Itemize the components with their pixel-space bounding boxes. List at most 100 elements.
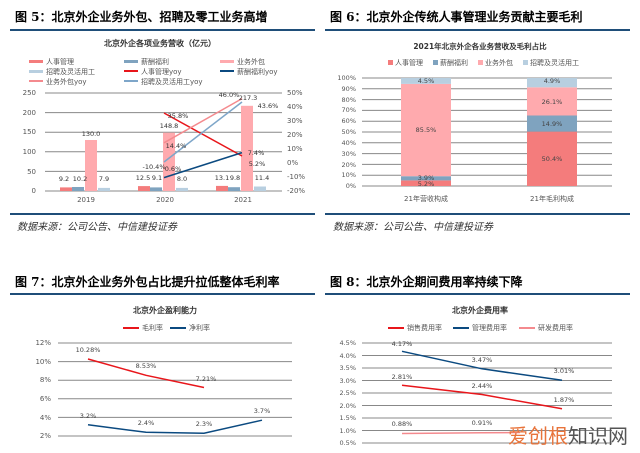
fig8-chart: 北京外企费用率 销售费用率 管理费用率 研发费用率 4.5% 4.0% 3.5%… bbox=[339, 305, 612, 447]
svg-text:4.5%: 4.5% bbox=[418, 77, 435, 85]
svg-text:21年营收构成: 21年营收构成 bbox=[404, 194, 448, 203]
svg-text:12.5: 12.5 bbox=[136, 174, 150, 182]
svg-text:40%: 40% bbox=[342, 139, 356, 147]
svg-text:10%: 10% bbox=[35, 358, 51, 366]
svg-text:0.5%: 0.5% bbox=[339, 439, 356, 447]
svg-text:148.8: 148.8 bbox=[160, 122, 179, 130]
svg-text:70%: 70% bbox=[342, 106, 356, 114]
svg-text:人事管理: 人事管理 bbox=[46, 57, 74, 66]
svg-text:20%: 20% bbox=[287, 131, 303, 139]
svg-text:50.4%: 50.4% bbox=[542, 155, 563, 163]
svg-text:0.91%: 0.91% bbox=[472, 419, 493, 427]
svg-text:9.1: 9.1 bbox=[152, 174, 162, 182]
fig7-chart: 北京外企盈利能力 毛利率 净利率 12% 10% 8% 6% 4% 2% 10.… bbox=[35, 305, 292, 440]
svg-text:60%: 60% bbox=[342, 117, 356, 125]
svg-text:7.4%: 7.4% bbox=[248, 149, 265, 157]
svg-text:3.0%: 3.0% bbox=[339, 377, 356, 385]
svg-text:净利率: 净利率 bbox=[189, 323, 210, 332]
svg-text:2.0%: 2.0% bbox=[339, 402, 356, 410]
svg-text:薪酬福利: 薪酬福利 bbox=[141, 57, 169, 66]
svg-text:200: 200 bbox=[23, 109, 36, 117]
fig7-rule bbox=[10, 293, 315, 295]
svg-text:3.01%: 3.01% bbox=[554, 367, 575, 375]
fig6-chart: 2021年北京外企各业务营收及毛利占比 人事管理 薪酬福利 业务外包 招聘及灵活… bbox=[337, 41, 612, 203]
svg-text:-10.4%: -10.4% bbox=[143, 163, 166, 171]
fig6-x-axis: 21年营收构成 21年毛利构成 bbox=[404, 194, 574, 203]
svg-text:0: 0 bbox=[32, 187, 36, 195]
svg-text:10.2: 10.2 bbox=[73, 175, 87, 183]
svg-text:3.2%: 3.2% bbox=[80, 412, 97, 420]
svg-text:招聘及灵活用工: 招聘及灵活用工 bbox=[46, 67, 95, 76]
svg-text:12%: 12% bbox=[35, 339, 51, 347]
svg-text:业务外包yoy: 业务外包yoy bbox=[46, 77, 87, 86]
svg-text:人事管理yoy: 人事管理yoy bbox=[141, 67, 182, 76]
svg-text:80%: 80% bbox=[342, 96, 356, 104]
fig6-bar-revenue bbox=[401, 78, 451, 186]
svg-text:130.0: 130.0 bbox=[82, 130, 101, 138]
svg-text:1.0%: 1.0% bbox=[339, 427, 356, 435]
fig8-chart-title: 北京外企费用率 bbox=[452, 305, 508, 315]
fig5-legend: 人事管理 薪酬福利 业务外包 招聘及灵活用工 人事管理yoy 薪酬福利yoy 业… bbox=[29, 57, 278, 86]
svg-text:30%: 30% bbox=[287, 117, 303, 125]
fig6-title: 图 6：北京外企传统人事管理业务贡献主要毛利 bbox=[330, 10, 583, 24]
svg-text:0%: 0% bbox=[287, 159, 298, 167]
fig6-source: 数据来源：公司公告、中信建投证券 bbox=[333, 222, 493, 233]
svg-text:30%: 30% bbox=[342, 150, 356, 158]
svg-text:业务外包: 业务外包 bbox=[237, 57, 265, 66]
fig7-chart-title: 北京外企盈利能力 bbox=[133, 305, 197, 315]
svg-text:50%: 50% bbox=[342, 128, 356, 136]
svg-text:14.4%: 14.4% bbox=[166, 142, 187, 150]
fig6-bar-gross-profit bbox=[527, 78, 577, 186]
svg-text:4.5%: 4.5% bbox=[339, 339, 356, 347]
svg-text:7.9: 7.9 bbox=[99, 175, 109, 183]
fig7-title: 图 7：北京外企业务外包占比提升拉低整体毛利率 bbox=[15, 275, 280, 289]
fig8-rule bbox=[325, 293, 630, 295]
fig5-left-axis: 250 200 150 100 50 0 bbox=[23, 89, 36, 195]
svg-text:1.5%: 1.5% bbox=[339, 414, 356, 422]
svg-text:2.5%: 2.5% bbox=[339, 389, 356, 397]
svg-text:20%: 20% bbox=[342, 161, 356, 169]
svg-text:10%: 10% bbox=[342, 171, 356, 179]
svg-text:招聘及灵活用工: 招聘及灵活用工 bbox=[530, 58, 579, 67]
svg-text:毛利率: 毛利率 bbox=[142, 323, 163, 332]
fig6-chart-title: 2021年北京外企各业务营收及毛利占比 bbox=[413, 41, 547, 51]
svg-text:5.2%: 5.2% bbox=[418, 180, 435, 188]
fig5-source: 数据来源：公司公告、中信建投证券 bbox=[17, 222, 177, 233]
svg-text:46.0%: 46.0% bbox=[219, 91, 240, 99]
svg-text:2.3%: 2.3% bbox=[196, 420, 213, 428]
svg-text:2.44%: 2.44% bbox=[472, 382, 493, 390]
svg-text:11.4: 11.4 bbox=[255, 174, 269, 182]
svg-text:85.5%: 85.5% bbox=[416, 126, 437, 134]
svg-text:21年毛利构成: 21年毛利构成 bbox=[530, 194, 574, 203]
svg-text:100%: 100% bbox=[337, 74, 356, 82]
svg-text:8.0: 8.0 bbox=[177, 175, 187, 183]
svg-text:4.0%: 4.0% bbox=[339, 352, 356, 360]
svg-text:250: 250 bbox=[23, 89, 36, 97]
svg-text:人事管理: 人事管理 bbox=[395, 58, 423, 67]
svg-text:2%: 2% bbox=[40, 432, 51, 440]
fig5-title: 图 5：北京外企业务外包、招聘及零工业务高增 bbox=[15, 10, 268, 24]
svg-text:研发费用率: 研发费用率 bbox=[538, 323, 573, 332]
svg-text:0%: 0% bbox=[346, 182, 356, 190]
svg-text:8%: 8% bbox=[40, 376, 51, 384]
fig7-legend: 毛利率 净利率 bbox=[123, 323, 210, 332]
fig7-y-axis: 12% 10% 8% 6% 4% 2% bbox=[35, 339, 51, 440]
svg-text:40%: 40% bbox=[287, 103, 303, 111]
svg-text:90%: 90% bbox=[342, 85, 356, 93]
svg-text:2.81%: 2.81% bbox=[392, 373, 413, 381]
fig5-bars-2019 bbox=[60, 140, 110, 191]
svg-text:0.6%: 0.6% bbox=[165, 165, 182, 173]
watermark: 爱创根知识网 bbox=[508, 424, 628, 448]
svg-text:6%: 6% bbox=[40, 395, 51, 403]
fig8-title: 图 8：北京外企期间费用率持续下降 bbox=[330, 275, 523, 289]
svg-text:35.8%: 35.8% bbox=[168, 112, 189, 120]
svg-text:-20%: -20% bbox=[287, 187, 305, 195]
svg-text:3.47%: 3.47% bbox=[472, 356, 493, 364]
svg-text:招聘及灵活用工yoy: 招聘及灵活用工yoy bbox=[141, 77, 203, 86]
svg-text:8.53%: 8.53% bbox=[136, 362, 157, 370]
svg-text:50%: 50% bbox=[287, 89, 303, 97]
svg-text:217.3: 217.3 bbox=[239, 94, 258, 102]
svg-text:0.88%: 0.88% bbox=[392, 420, 413, 428]
svg-text:9.2: 9.2 bbox=[59, 175, 69, 183]
svg-text:10.28%: 10.28% bbox=[76, 346, 101, 354]
